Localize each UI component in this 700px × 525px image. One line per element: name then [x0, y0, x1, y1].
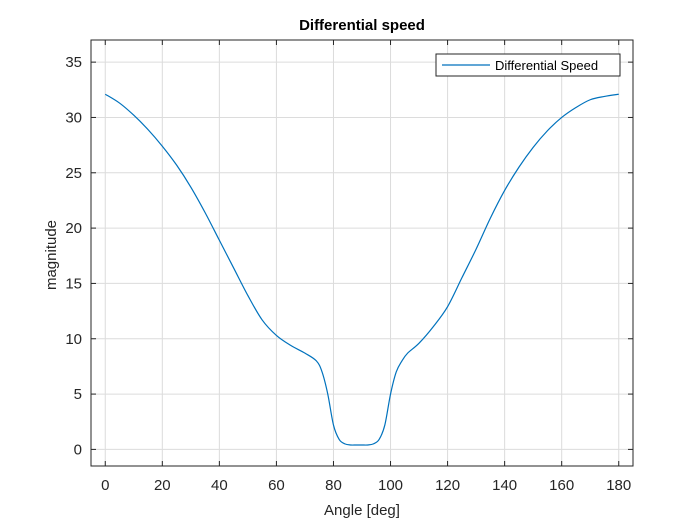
x-tick-label: 40	[211, 477, 228, 494]
plot-frame	[90, 39, 634, 467]
grid-lines	[91, 40, 633, 466]
x-axis-label: Angle [deg]	[324, 502, 400, 519]
y-tick-label: 35	[65, 54, 82, 71]
series-layer	[104, 93, 619, 446]
y-axis-ticks: 0 5 10 15 20 25 30 35	[65, 54, 633, 458]
x-tick-label: 60	[268, 477, 285, 494]
y-tick-label: 20	[65, 220, 82, 237]
x-tick-label: 100	[378, 477, 403, 494]
y-tick-label: 5	[74, 386, 82, 403]
y-tick-label: 10	[65, 331, 82, 348]
y-tick-label: 15	[65, 275, 82, 292]
y-tick-label: 30	[65, 109, 82, 126]
legend: Differential Speed	[435, 53, 621, 77]
x-tick-label: 180	[606, 477, 631, 494]
legend-box	[435, 53, 621, 77]
plot-area	[91, 40, 633, 466]
y-tick-label: 25	[65, 165, 82, 182]
x-axis-ticks: 0 20 40 60 80 100 120 140 160 180	[101, 40, 631, 494]
x-tick-label: 120	[435, 477, 460, 494]
x-tick-label: 80	[325, 477, 342, 494]
x-tick-label: 20	[154, 477, 171, 494]
y-axis-label: magnitude	[43, 220, 60, 290]
legend-label: Differential Speed	[495, 58, 598, 73]
x-tick-label: 0	[101, 477, 109, 494]
series-line-0	[104, 93, 619, 446]
x-tick-label: 160	[549, 477, 574, 494]
chart-title: Differential speed	[299, 17, 425, 34]
y-tick-label: 0	[74, 441, 82, 458]
x-tick-label: 140	[492, 477, 517, 494]
